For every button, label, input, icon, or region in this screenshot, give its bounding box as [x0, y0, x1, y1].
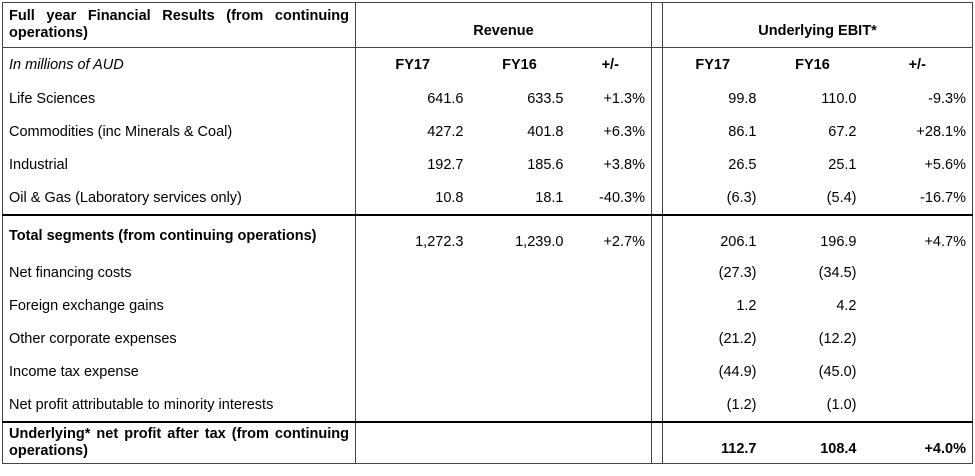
row-label: Income tax expense	[2, 355, 356, 388]
cell-value: 26.5	[728, 156, 757, 173]
cell-value: +1.3%	[603, 90, 645, 107]
ebit-header: Underlying EBIT*	[662, 2, 973, 48]
cell-value: (34.5)	[818, 264, 857, 281]
cell-value: 206.1	[662, 214, 763, 256]
cell-value: (6.3)	[726, 189, 757, 206]
net-profit-row: Underlying* net profit after tax (from c…	[2, 421, 973, 464]
cell-value: 10.8	[355, 181, 470, 215]
cell-value: 4.2	[836, 297, 857, 314]
cell-value: 108.4	[762, 421, 863, 464]
cell-value: 633.5	[527, 90, 564, 107]
total-label: Total segments (from continuing operatio…	[2, 214, 356, 256]
cell-value: 110.0	[821, 90, 857, 107]
rev-fy17-header: FY17	[355, 47, 470, 82]
table-row: Net financing costs (27.3) (34.5)	[2, 256, 973, 289]
cell-value: +2.7%	[569, 214, 652, 256]
cell-value: (12.2)	[818, 330, 857, 347]
row-label: Commodities (inc Minerals & Coal)	[2, 115, 356, 148]
net-profit-label: Underlying* net profit after tax (from c…	[2, 421, 356, 464]
cell-value: (44.9)	[718, 363, 757, 380]
cell-value: 18.1	[535, 189, 564, 206]
financial-results-table: Full year Financial Results (from contin…	[2, 2, 973, 464]
cell-value: -40.3%	[599, 189, 645, 206]
cell-value: 641.6	[355, 82, 470, 115]
cell-value: 67.2	[828, 123, 857, 140]
cell-value: (1.2)	[726, 396, 757, 413]
cell-value: -16.7%	[862, 181, 973, 215]
row-label: Net financing costs	[2, 256, 356, 289]
cell-value: 196.9	[762, 214, 863, 256]
cell-value: +6.3%	[603, 123, 645, 140]
cell-value: 1,239.0	[469, 214, 570, 256]
row-label: Other corporate expenses	[2, 322, 356, 355]
cell-value: 25.1	[828, 156, 857, 173]
cell-value: +5.6%	[862, 148, 973, 181]
revenue-header: Revenue	[355, 2, 652, 48]
cell-value: 1.2	[736, 297, 757, 314]
cell-value: +4.7%	[862, 214, 973, 256]
units-label: In millions of AUD	[2, 47, 356, 82]
table-title: Full year Financial Results (from contin…	[2, 2, 356, 48]
rev-fy16-header: FY16	[469, 47, 570, 82]
table-row: Income tax expense (44.9) (45.0)	[2, 355, 973, 388]
row-label: Industrial	[2, 148, 356, 181]
cell-value: 1,272.3	[355, 214, 470, 256]
table-row: Foreign exchange gains 1.2 4.2	[2, 289, 973, 322]
row-label: Life Sciences	[2, 82, 356, 115]
table-row: Oil & Gas (Laboratory services only) 10.…	[2, 181, 973, 215]
cell-value: 401.8	[527, 123, 564, 140]
cell-value: +28.1%	[862, 115, 973, 148]
cell-value: 192.7	[355, 148, 470, 181]
cell-value: -9.3%	[862, 82, 973, 115]
cell-value: (1.0)	[826, 396, 857, 413]
total-row: Total segments (from continuing operatio…	[2, 214, 973, 256]
subheader-row: In millions of AUD FY17 FY16 +/- FY17 FY…	[2, 47, 973, 82]
row-label: Net profit attributable to minority inte…	[2, 388, 356, 422]
table-row: Life Sciences 641.6 633.5 +1.3% 99.8 110…	[2, 82, 973, 115]
rev-change-header: +/-	[569, 47, 652, 82]
cell-value: 427.2	[355, 115, 470, 148]
ebit-fy17-header: FY17	[662, 47, 763, 82]
cell-value: (21.2)	[718, 330, 757, 347]
cell-value: 112.7	[662, 421, 763, 464]
cell-value: (5.4)	[826, 189, 857, 206]
row-label: Oil & Gas (Laboratory services only)	[2, 181, 356, 215]
table-row: Commodities (inc Minerals & Coal) 427.2 …	[2, 115, 973, 148]
row-label: Foreign exchange gains	[2, 289, 356, 322]
cell-value: 86.1	[728, 123, 757, 140]
cell-value: 185.6	[527, 156, 564, 173]
ebit-change-header: +/-	[862, 47, 973, 82]
ebit-fy16-header: FY16	[762, 47, 863, 82]
table-row: Industrial 192.7 185.6 +3.8% 26.5 25.1 +…	[2, 148, 973, 181]
table-row: Net profit attributable to minority inte…	[2, 388, 973, 422]
cell-value: (27.3)	[718, 264, 757, 281]
cell-value: 99.8	[728, 90, 757, 107]
header-row: Full year Financial Results (from contin…	[2, 2, 973, 48]
table-row: Other corporate expenses (21.2) (12.2)	[2, 322, 973, 355]
cell-value: +4.0%	[862, 421, 973, 464]
cell-value: +3.8%	[603, 156, 645, 173]
cell-value: (45.0)	[818, 363, 857, 380]
